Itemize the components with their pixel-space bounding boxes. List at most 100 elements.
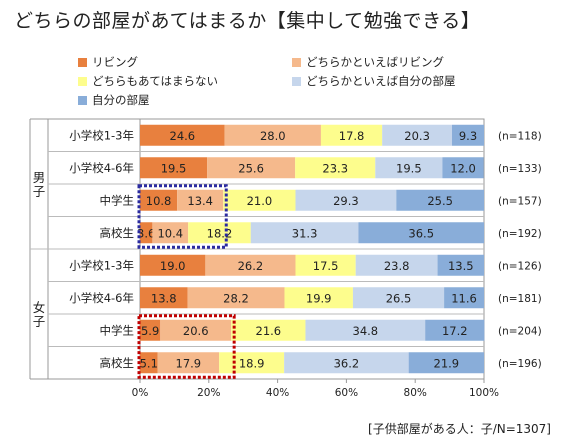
bar-segment bbox=[358, 222, 484, 244]
x-tick-label: 40% bbox=[266, 387, 289, 399]
legend-item-rather-living: どちらかといえばリビング bbox=[292, 54, 444, 70]
source-note: [子供部屋がある人：子/N=1307] bbox=[368, 422, 551, 436]
row-count-label: (n=204) bbox=[498, 325, 542, 337]
x-tick-label: 0% bbox=[132, 387, 149, 399]
data-label: 36.5 bbox=[408, 226, 434, 240]
bar-segment bbox=[396, 189, 484, 211]
bar-segment bbox=[140, 352, 158, 374]
bar-segment bbox=[250, 222, 359, 244]
x-tick-label: 60% bbox=[335, 387, 358, 399]
bar-segment bbox=[160, 319, 232, 341]
row-label: 小学校4-6年 bbox=[69, 291, 134, 305]
bar-segment bbox=[305, 319, 426, 341]
data-label: 13.5 bbox=[448, 259, 474, 273]
row-label: 高校生 bbox=[100, 226, 135, 240]
bar-segment bbox=[284, 352, 409, 374]
data-label: 21.0 bbox=[247, 194, 273, 208]
data-label: 10.8 bbox=[146, 194, 172, 208]
bar-segment bbox=[284, 287, 353, 309]
legend-label: 自分の部屋 bbox=[92, 93, 150, 107]
data-label: 10.4 bbox=[157, 226, 183, 240]
data-label: 24.6 bbox=[170, 129, 196, 143]
bar-segment bbox=[408, 352, 484, 374]
bar-segment bbox=[425, 319, 485, 341]
data-label: 26.5 bbox=[386, 291, 412, 305]
bar-segment bbox=[320, 124, 383, 146]
legend-swatch bbox=[78, 76, 87, 86]
x-tick-label: 80% bbox=[404, 387, 427, 399]
bar-segment bbox=[205, 254, 296, 276]
row-label: 中学生 bbox=[100, 323, 135, 337]
data-label: 18.2 bbox=[207, 226, 233, 240]
data-label: 29.3 bbox=[333, 194, 359, 208]
highlight-dotted-box bbox=[137, 184, 228, 249]
data-label: 17.2 bbox=[442, 324, 468, 338]
bar-segment bbox=[140, 319, 161, 341]
data-label: 9.3 bbox=[459, 129, 477, 143]
data-label: 12.0 bbox=[450, 161, 476, 175]
row-count-label: (n=192) bbox=[498, 228, 542, 240]
data-label: 5.9 bbox=[141, 324, 159, 338]
data-label: 5.1 bbox=[140, 356, 158, 370]
data-label: 23.8 bbox=[384, 259, 410, 273]
bar-segment bbox=[355, 254, 438, 276]
legend-item-neither: どちらもあてはまらない bbox=[78, 73, 218, 89]
bar-segment bbox=[140, 287, 188, 309]
data-label: 28.0 bbox=[260, 129, 286, 143]
row-label: 中学生 bbox=[100, 193, 135, 207]
data-label: 19.5 bbox=[161, 161, 187, 175]
data-label: 3.6 bbox=[137, 226, 155, 240]
data-label: 18.9 bbox=[239, 356, 265, 370]
row-count-label: (n=181) bbox=[498, 293, 542, 305]
legend-label: どちらかといえばリビング bbox=[306, 55, 444, 69]
data-label: 26.2 bbox=[238, 259, 264, 273]
legend-swatch bbox=[292, 57, 301, 67]
legend-item-rather-own-room: どちらかといえば自分の部屋 bbox=[292, 73, 456, 89]
legend-label: リビング bbox=[92, 55, 138, 69]
row-count-label: (n=196) bbox=[498, 358, 542, 370]
bar-segment bbox=[188, 222, 251, 244]
data-label: 36.2 bbox=[334, 356, 360, 370]
group-label-char: 子 bbox=[33, 314, 46, 329]
data-label: 19.0 bbox=[160, 259, 186, 273]
row-count-label: (n=133) bbox=[498, 163, 542, 175]
row-count-label: (n=157) bbox=[498, 195, 542, 207]
data-label: 34.8 bbox=[353, 324, 379, 338]
data-label: 21.9 bbox=[434, 356, 460, 370]
bar-segment bbox=[207, 157, 296, 179]
legend-label: どちらもあてはまらない bbox=[92, 74, 219, 88]
data-label: 13.4 bbox=[187, 194, 213, 208]
data-label: 17.9 bbox=[176, 356, 202, 370]
legend-item-living: リビング bbox=[78, 54, 138, 70]
bar-segment bbox=[442, 157, 484, 179]
legend-swatch bbox=[78, 57, 87, 67]
bar-segment bbox=[231, 319, 306, 341]
data-label: 20.6 bbox=[183, 324, 209, 338]
row-count-label: (n=126) bbox=[498, 260, 542, 272]
bar-segment bbox=[177, 189, 224, 211]
bar-segment bbox=[295, 157, 376, 179]
bar-segment bbox=[140, 222, 153, 244]
bar-segment bbox=[152, 222, 189, 244]
data-label: 25.6 bbox=[238, 161, 264, 175]
bar-segment bbox=[295, 254, 356, 276]
row-label: 小学校4-6年 bbox=[69, 161, 134, 175]
group-label-char: 男 bbox=[33, 170, 46, 185]
bar-segment bbox=[444, 287, 484, 309]
row-label: 高校生 bbox=[100, 356, 135, 370]
bar-segment bbox=[375, 157, 443, 179]
data-label: 11.6 bbox=[451, 291, 477, 305]
group-label-char: 女 bbox=[33, 300, 46, 315]
highlight-dotted-box bbox=[137, 314, 236, 379]
x-tick-label: 100% bbox=[469, 387, 499, 399]
bar-segment bbox=[295, 189, 397, 211]
row-label: 小学校1-3年 bbox=[69, 258, 134, 272]
chart-title: どちらの部屋があてはまるか【集中して勉強できる】 bbox=[14, 10, 481, 32]
data-label: 17.5 bbox=[313, 259, 339, 273]
bar-segment bbox=[140, 189, 178, 211]
legend-label: どちらかといえば自分の部屋 bbox=[306, 74, 456, 88]
bar-segment bbox=[140, 124, 225, 146]
row-count-label: (n=118) bbox=[498, 130, 542, 142]
bar-segment bbox=[157, 352, 220, 374]
data-label: 20.3 bbox=[404, 129, 430, 143]
